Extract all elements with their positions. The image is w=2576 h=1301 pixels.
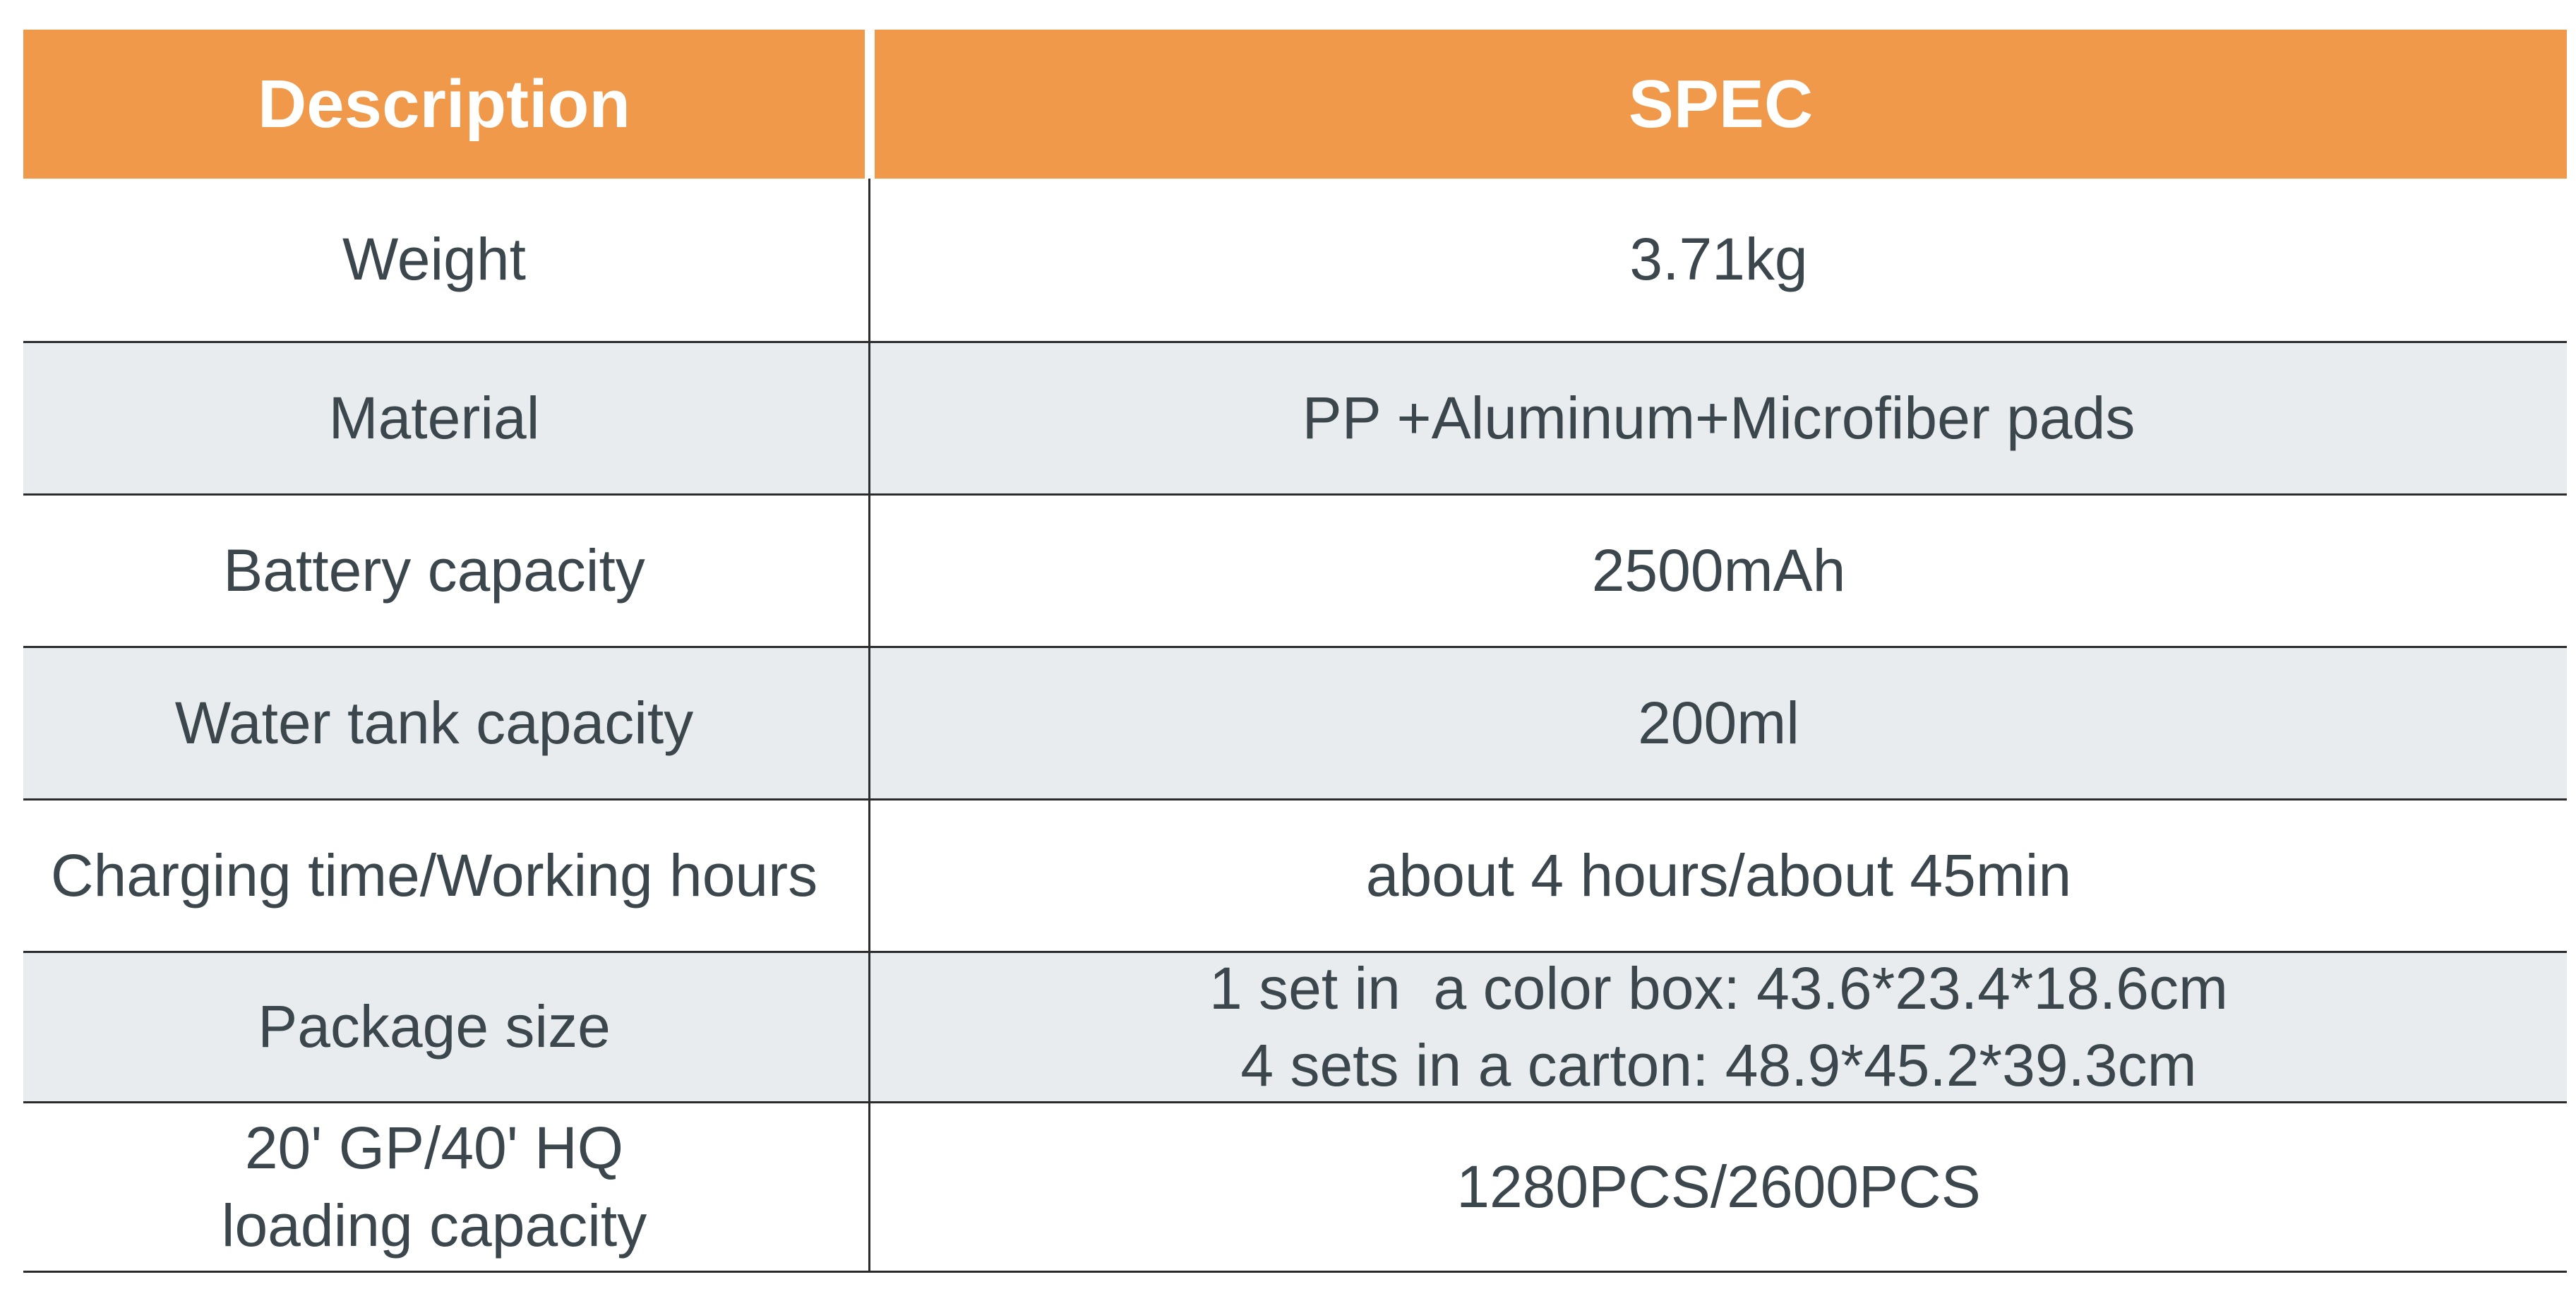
table-row: Charging time/Working hours about 4 hours… (23, 801, 2567, 953)
cell-text: Battery capacity (223, 536, 645, 604)
spec-cell: PP +Aluminum+Microfiber pads (870, 343, 2567, 493)
description-cell: Package size (0, 953, 868, 1101)
spec-cell: about 4 hours/about 45min (870, 801, 2567, 951)
description-cell: Weight (0, 179, 868, 341)
spec-cell: 200ml (870, 648, 2567, 798)
cell-text: about 4 hours/about 45min (1365, 841, 2072, 909)
header-cell: SPEC (875, 30, 2567, 179)
table-row: Water tank capacity 200ml (23, 648, 2567, 801)
description-cell: Battery capacity (0, 496, 868, 646)
cell-text: Charging time/Working hours (50, 841, 818, 909)
column-divider (868, 179, 870, 1273)
spec-cell: 3.71kg (870, 179, 2567, 341)
header-cell: Description (23, 30, 865, 179)
cell-text: 2500mAh (1591, 536, 1846, 604)
description-cell: Water tank capacity (0, 648, 868, 798)
table-row: 20' GP/40' HQ loading capacity 1280PCS/260… (23, 1103, 2567, 1273)
cell-text: Package size (258, 993, 611, 1060)
description-cell: Charging time/Working hours (0, 801, 868, 951)
table-row: Weight 3.71kg (23, 179, 2567, 343)
table-row: Material PP +Aluminum+Microfiber pads (23, 343, 2567, 496)
description-cell: Material (0, 343, 868, 493)
description-cell: 20' GP/40' HQ loading capacity (0, 1103, 868, 1271)
cell-text: 200ml (1638, 689, 1799, 756)
cell-text: loading capacity (221, 1192, 647, 1259)
cell-text: 4 sets in a carton: 48.9*45.2*39.3cm (1240, 1032, 2197, 1098)
table-row: Package size 1 set in a color box: 43.6*2… (23, 953, 2567, 1103)
cell-text: PP +Aluminum+Microfiber pads (1302, 384, 2135, 451)
cell-text: 1280PCS/2600PCS (1456, 1153, 1981, 1220)
cell-text: Material (328, 384, 540, 451)
cell-text: 1 set in a color box: 43.6*23.4*18.6cm (1209, 954, 2228, 1021)
spec-cell: 1280PCS/2600PCS (870, 1103, 2567, 1271)
cell-text: 20' GP/40' HQ (244, 1115, 624, 1182)
spec-cell: 1 set in a color box: 43.6*23.4*18.6cm 4 … (870, 953, 2567, 1101)
cell-text: Weight (342, 226, 526, 293)
cell-text: 3.71kg (1629, 226, 1808, 293)
table-row: Battery capacity 2500mAh (23, 496, 2567, 648)
spec-cell: 2500mAh (870, 496, 2567, 646)
cell-text: Water tank capacity (174, 689, 694, 756)
